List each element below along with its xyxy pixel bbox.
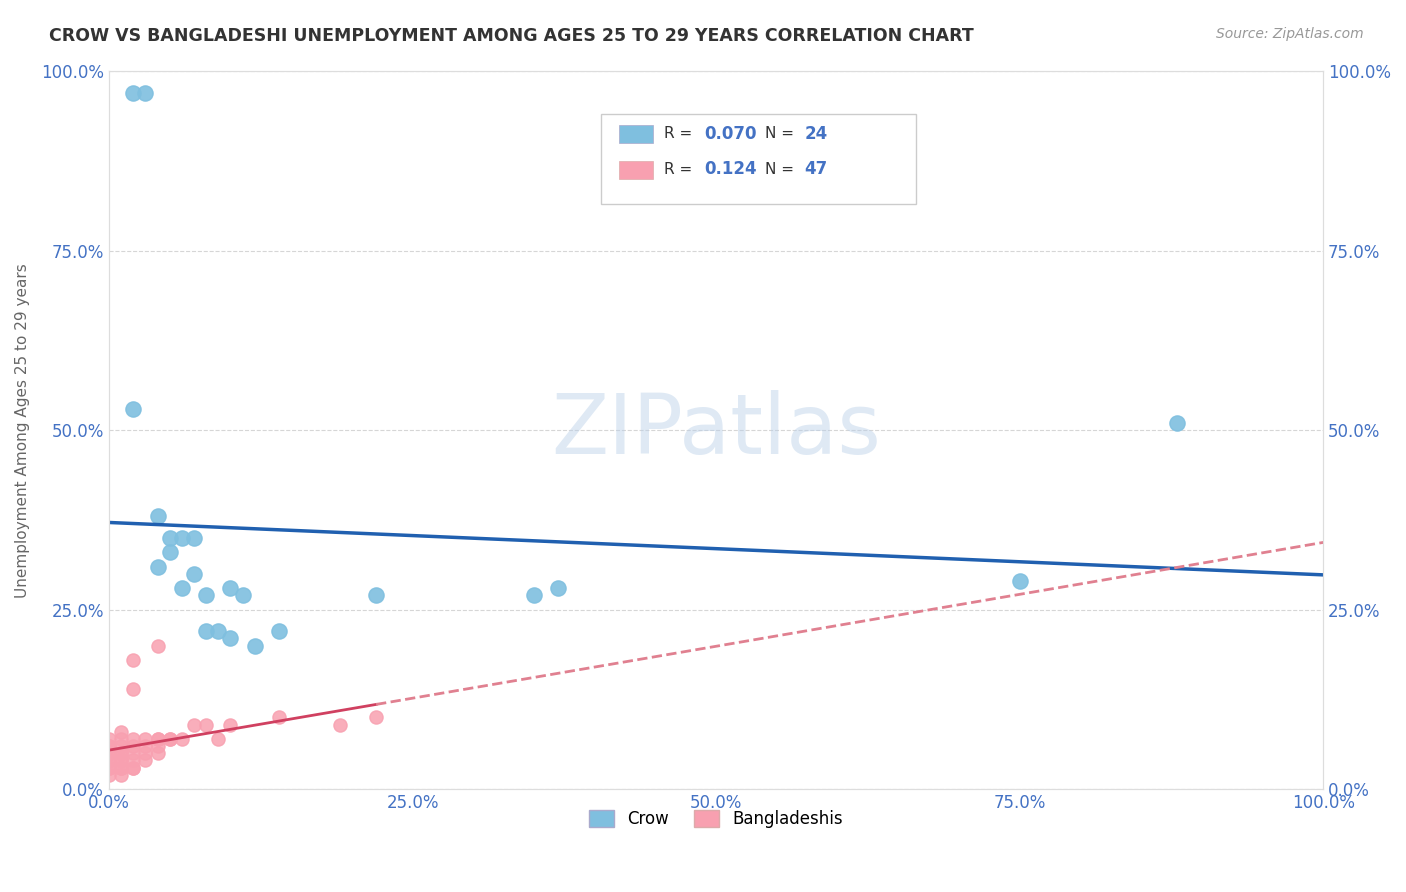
Point <box>159 545 181 559</box>
Point <box>98 747 121 761</box>
Point <box>231 588 253 602</box>
Text: 0.070: 0.070 <box>704 125 756 143</box>
Point <box>146 747 169 761</box>
Point <box>122 731 145 746</box>
Point <box>122 754 145 768</box>
Point <box>134 731 156 746</box>
Point <box>98 761 121 775</box>
FancyBboxPatch shape <box>619 161 652 178</box>
Point <box>195 717 218 731</box>
Point <box>98 739 121 753</box>
Point <box>122 739 145 753</box>
Point <box>98 754 121 768</box>
Point <box>183 531 205 545</box>
Point <box>146 739 169 753</box>
Point <box>122 761 145 775</box>
Point <box>122 86 145 100</box>
Point <box>110 768 132 782</box>
Text: 0.124: 0.124 <box>704 161 756 178</box>
Point <box>146 639 169 653</box>
Point <box>364 588 387 602</box>
Point <box>146 509 169 524</box>
Point <box>364 710 387 724</box>
Point <box>146 731 169 746</box>
Point <box>159 531 181 545</box>
Point <box>267 710 290 724</box>
Point <box>547 581 569 595</box>
Text: 24: 24 <box>804 125 828 143</box>
Point <box>98 739 121 753</box>
Y-axis label: Unemployment Among Ages 25 to 29 years: Unemployment Among Ages 25 to 29 years <box>15 263 30 598</box>
Point <box>110 724 132 739</box>
Point <box>195 588 218 602</box>
Point <box>98 731 121 746</box>
Point <box>110 747 132 761</box>
Text: N =: N = <box>765 126 799 141</box>
Point <box>122 681 145 696</box>
Text: R =: R = <box>664 162 697 177</box>
Point <box>134 86 156 100</box>
Point <box>195 624 218 639</box>
Text: 47: 47 <box>804 161 828 178</box>
Point <box>110 761 132 775</box>
Point <box>98 761 121 775</box>
Point <box>134 754 156 768</box>
Point <box>110 754 132 768</box>
Point <box>98 754 121 768</box>
Point <box>219 632 242 646</box>
Point <box>146 731 169 746</box>
Point <box>170 531 193 545</box>
Point <box>183 566 205 581</box>
Point <box>134 739 156 753</box>
Point <box>98 747 121 761</box>
Point <box>159 731 181 746</box>
Point <box>207 731 229 746</box>
Point <box>170 581 193 595</box>
Point <box>159 731 181 746</box>
FancyBboxPatch shape <box>619 125 652 143</box>
Point <box>122 401 145 416</box>
Point <box>122 761 145 775</box>
Text: Source: ZipAtlas.com: Source: ZipAtlas.com <box>1216 27 1364 41</box>
Text: R =: R = <box>664 126 697 141</box>
Point <box>122 747 145 761</box>
Point <box>110 761 132 775</box>
Point <box>110 754 132 768</box>
Point <box>146 559 169 574</box>
FancyBboxPatch shape <box>600 114 917 204</box>
Point <box>134 747 156 761</box>
Text: ZIPatlas: ZIPatlas <box>551 390 882 471</box>
Legend: Crow, Bangladeshis: Crow, Bangladeshis <box>582 804 849 835</box>
Point <box>1008 574 1031 588</box>
Text: CROW VS BANGLADESHI UNEMPLOYMENT AMONG AGES 25 TO 29 YEARS CORRELATION CHART: CROW VS BANGLADESHI UNEMPLOYMENT AMONG A… <box>49 27 974 45</box>
Point <box>267 624 290 639</box>
Point <box>523 588 546 602</box>
Point <box>98 768 121 782</box>
Point <box>219 717 242 731</box>
Point <box>110 731 132 746</box>
Point <box>110 747 132 761</box>
Point <box>170 731 193 746</box>
Point <box>207 624 229 639</box>
Point <box>183 717 205 731</box>
Point <box>219 581 242 595</box>
Text: N =: N = <box>765 162 799 177</box>
Point <box>122 653 145 667</box>
Point <box>329 717 352 731</box>
Point <box>1166 416 1188 430</box>
Point <box>110 739 132 753</box>
Point <box>243 639 266 653</box>
